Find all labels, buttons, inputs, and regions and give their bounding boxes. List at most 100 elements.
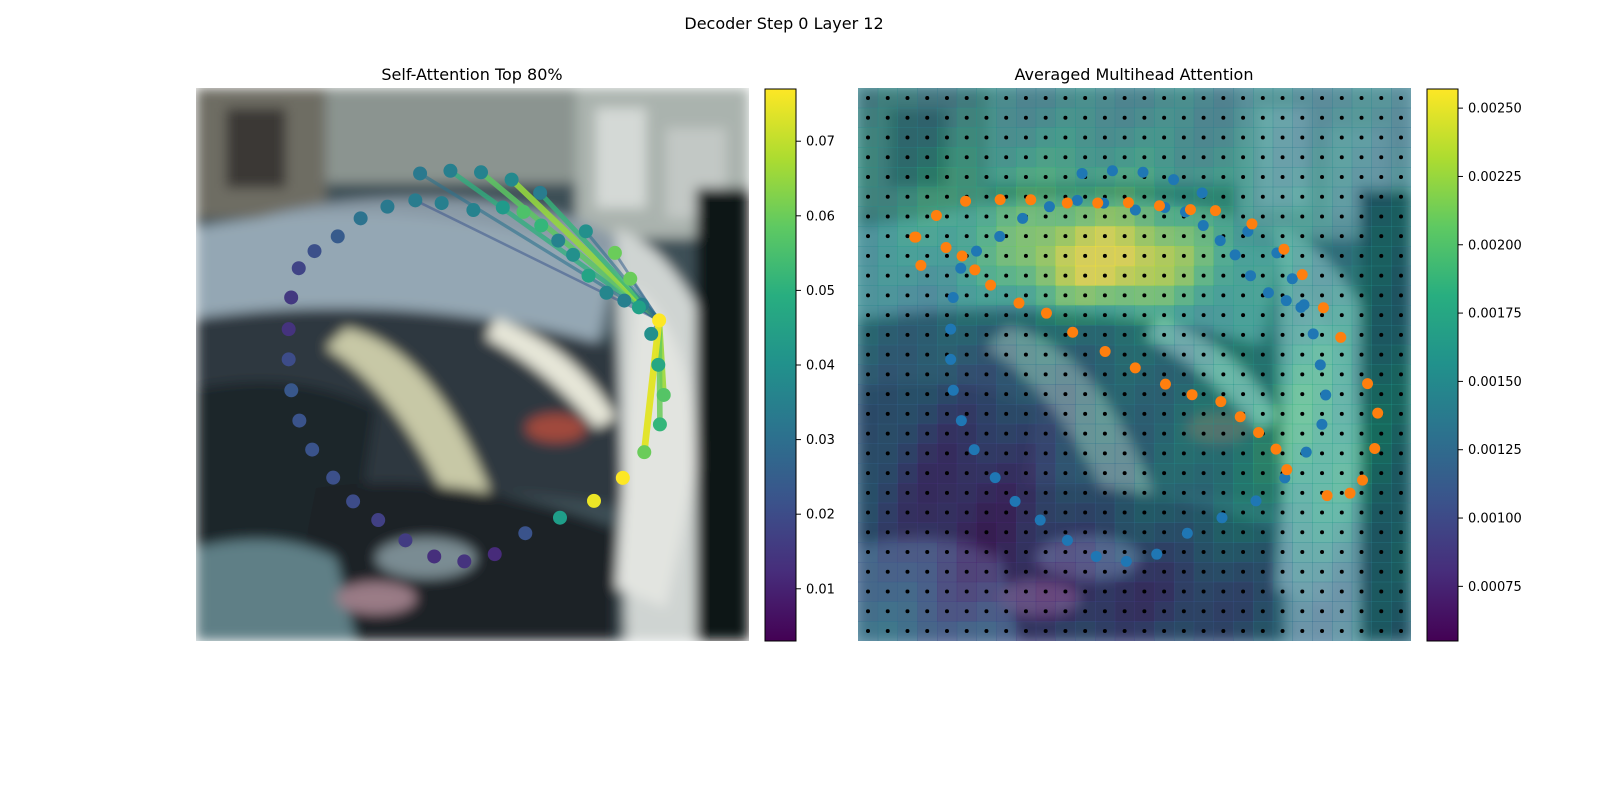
grid-dot (1162, 234, 1167, 239)
grid-dot (1379, 629, 1384, 633)
blue-point (1129, 204, 1141, 216)
grid-dot (866, 135, 870, 140)
grid-dot (1162, 490, 1167, 495)
grid-dot (1399, 510, 1403, 515)
grid-dot (1300, 135, 1305, 140)
grid-dot (1122, 392, 1127, 397)
grid-dot (1201, 135, 1206, 140)
grid-dot (1260, 214, 1265, 219)
grid-dot (1063, 174, 1068, 179)
grid-dot (944, 273, 949, 278)
grid-dot (1300, 589, 1305, 594)
polygon-point (607, 245, 622, 260)
polygon-point (551, 233, 566, 248)
grid-dot (964, 609, 969, 614)
grid-dot (1359, 510, 1364, 515)
blue-point (1262, 287, 1274, 299)
blue-point (1250, 495, 1262, 507)
grid-dot (866, 174, 870, 179)
grid-dot (1300, 490, 1305, 495)
grid-dot (1221, 569, 1226, 574)
grid-dot (1339, 392, 1344, 397)
grid-dot (964, 471, 969, 476)
grid-dot (1142, 392, 1147, 397)
grid-dot (1359, 234, 1364, 239)
grid-dot (905, 392, 910, 397)
grid-dot (1339, 490, 1344, 495)
grid-dot (964, 372, 969, 377)
polygon-point (398, 533, 413, 548)
grid-dot (866, 352, 870, 357)
colorbar-tick-label: 0.00150 (1468, 375, 1522, 390)
grid-dot (984, 589, 989, 594)
grid-dot (1162, 431, 1167, 436)
grid-dot (1260, 234, 1265, 239)
grid-dot (1399, 135, 1403, 140)
polygon-point (631, 300, 646, 315)
grid-dot (1260, 135, 1265, 140)
grid-dot (984, 609, 989, 614)
grid-dot (925, 155, 930, 160)
polygon-point (346, 494, 361, 509)
grid-dot (964, 550, 969, 555)
right-panel-title: Averaged Multihead Attention (1015, 65, 1254, 84)
grid-dot (1399, 392, 1403, 397)
grid-dot (925, 530, 930, 535)
grid-dot (1379, 115, 1384, 120)
orange-point (1357, 474, 1369, 486)
grid-dot (1181, 313, 1186, 318)
grid-dot (1004, 352, 1009, 357)
grid-dot (885, 234, 890, 239)
grid-dot (1063, 550, 1068, 555)
grid-dot (1339, 234, 1344, 239)
grid-dot (1023, 174, 1028, 179)
orange-point (1335, 331, 1347, 343)
grid-dot (1162, 372, 1167, 377)
grid-dot (1063, 155, 1068, 160)
grid-dot (1122, 313, 1127, 318)
grid-dot (1083, 313, 1088, 318)
blue-point (1106, 165, 1118, 177)
grid-dot (1083, 550, 1088, 555)
grid-dot (1004, 313, 1009, 318)
grid-dot (1162, 332, 1167, 337)
grid-dot (984, 115, 989, 120)
grid-dot (1162, 510, 1167, 515)
grid-dot (1320, 550, 1325, 555)
grid-dot (1359, 96, 1364, 100)
colorbar-tick-label: 0.01 (806, 582, 835, 597)
polygon-point (586, 493, 601, 508)
grid-dot (1280, 431, 1285, 436)
grid-dot (984, 194, 989, 199)
orange-point (1317, 302, 1329, 314)
grid-dot (1260, 530, 1265, 535)
grid-dot (1023, 510, 1028, 515)
polygon-point (578, 224, 593, 239)
grid-dot (984, 135, 989, 140)
polygon-point (552, 510, 567, 525)
grid-dot (1181, 431, 1186, 436)
grid-dot (1280, 569, 1285, 574)
grid-dot (1320, 451, 1325, 456)
grid-dot (925, 293, 930, 298)
grid-dot (1320, 253, 1325, 258)
grid-dot (964, 451, 969, 456)
grid-dot (1280, 392, 1285, 397)
grid-dot (1063, 253, 1068, 258)
grid-dot (866, 273, 870, 278)
grid-dot (1122, 135, 1127, 140)
orange-point (1362, 378, 1374, 390)
attention-line (640, 316, 663, 456)
grid-dot (1162, 550, 1167, 555)
grid-dot (1260, 589, 1265, 594)
grid-dot (1162, 530, 1167, 535)
grid-dot (1063, 530, 1068, 535)
grid-dot (1122, 372, 1127, 377)
grid-dot (866, 313, 870, 318)
grid-dot (964, 392, 969, 397)
grid-dot (1102, 490, 1107, 495)
grid-dot (1102, 155, 1107, 160)
grid-dot (1359, 174, 1364, 179)
grid-dot (1004, 431, 1009, 436)
blue-point (1314, 359, 1326, 371)
